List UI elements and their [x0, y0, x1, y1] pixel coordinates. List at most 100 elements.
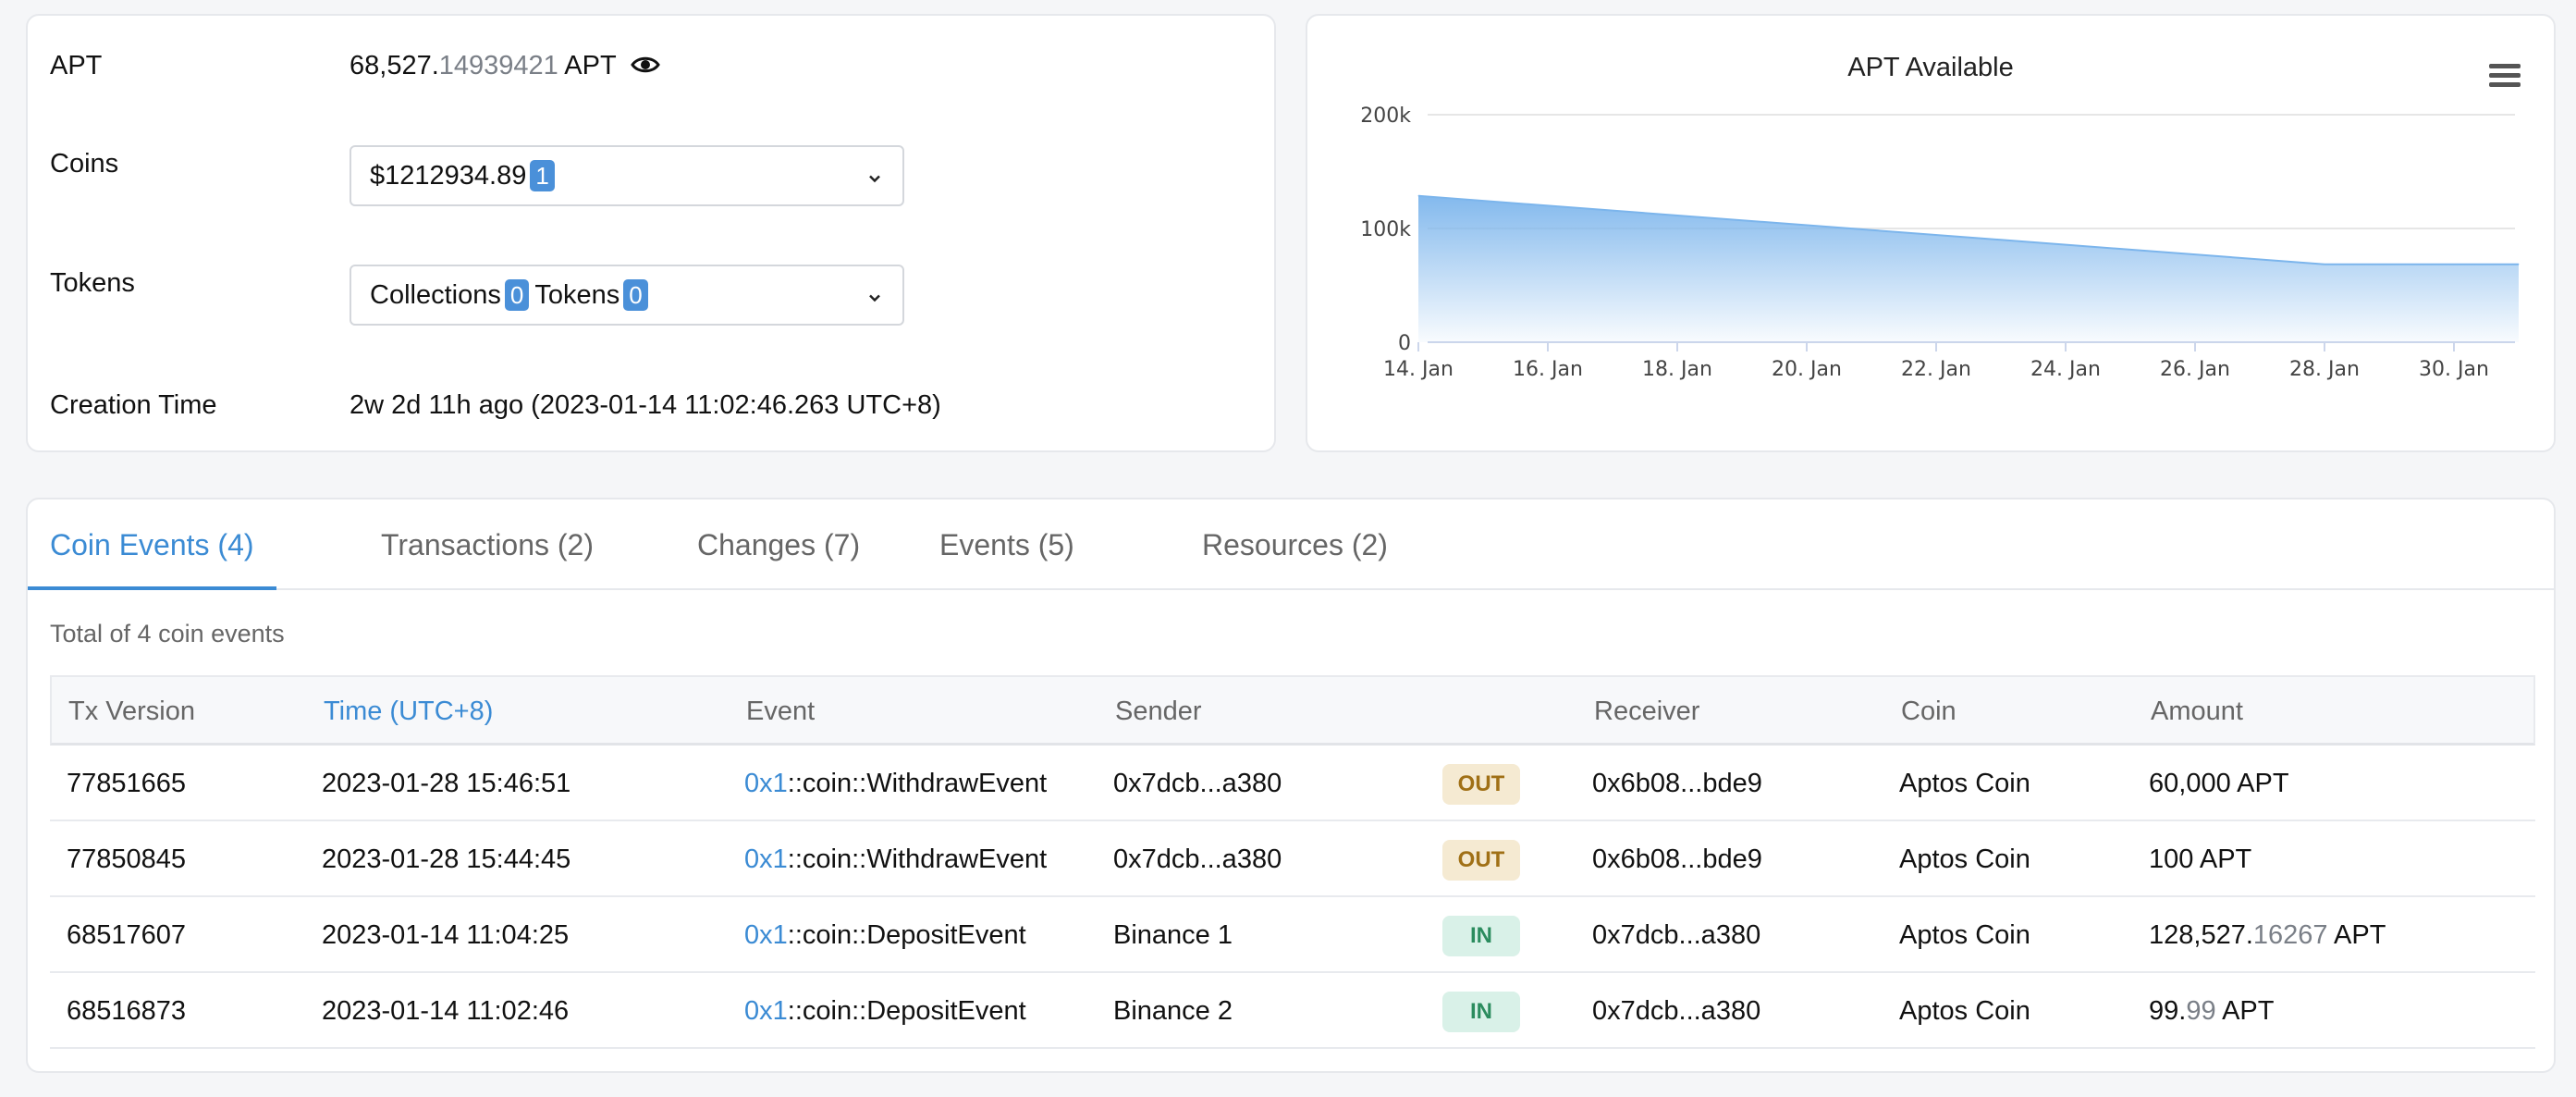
coin-link[interactable]: Aptos Coin — [1899, 769, 2030, 798]
menu-icon[interactable] — [2489, 64, 2521, 90]
events-card: Coin Events (4) Transactions (2) Changes… — [26, 498, 2556, 1073]
direction-badge: IN — [1442, 916, 1520, 956]
coin-link[interactable]: Aptos Coin — [1899, 996, 2030, 1026]
collections-label: Collections — [370, 279, 501, 310]
event-name: ::coin::WithdrawEvent — [787, 769, 1048, 798]
x-tick-label: 28. Jan — [2289, 358, 2360, 381]
tx-version-link[interactable]: 77851665 — [67, 769, 187, 798]
event-name: ::coin::WithdrawEvent — [787, 844, 1048, 874]
table-row: 77851665 2023-01-28 15:46:51 0x1::coin::… — [50, 746, 2535, 821]
amount-unit: APT — [2334, 920, 2386, 950]
sender-cell: 0x7dcb...a380 — [1113, 769, 1282, 798]
account-info-card: APT 68,527.14939421 APT Coins $1212934.8… — [26, 14, 1276, 452]
coins-label: Coins — [50, 149, 119, 179]
tokens-count-badge: 0 — [623, 279, 648, 311]
amount-cell: 60,000 APT — [2149, 746, 2289, 821]
tx-version-link[interactable]: 68516873 — [67, 996, 187, 1026]
event-address-link[interactable]: 0x1 — [744, 844, 788, 874]
amount-decimals: 99 — [2186, 996, 2216, 1026]
time-cell: 2023-01-14 11:04:25 — [322, 920, 570, 950]
collections-count-badge: 0 — [504, 279, 530, 311]
direction-badge: OUT — [1442, 764, 1520, 805]
x-tick-label: 18. Jan — [1642, 358, 1712, 381]
chevron-down-icon — [867, 161, 882, 191]
coins-select[interactable]: $1212934.89 1 — [350, 145, 904, 206]
apt-balance-decimals: 14939421 — [438, 51, 558, 80]
event-address-link[interactable]: 0x1 — [744, 996, 788, 1026]
chevron-down-icon — [867, 280, 882, 311]
table-row: 77850845 2023-01-28 15:44:45 0x1::coin::… — [50, 821, 2535, 897]
amount-int: 100 — [2149, 844, 2194, 874]
y-tick-label: 100k — [1360, 218, 1411, 241]
amount-cell: 100 APT — [2149, 821, 2251, 897]
amount-int: 60,000 — [2149, 769, 2231, 798]
event-name: ::coin::DepositEvent — [787, 920, 1026, 950]
eye-icon[interactable] — [631, 52, 661, 82]
table-row: 68517607 2023-01-14 11:04:25 0x1::coin::… — [50, 897, 2535, 973]
tx-version-link[interactable]: 68517607 — [67, 920, 187, 950]
col-sender: Sender — [1115, 696, 1202, 726]
sender-cell: 0x7dcb...a380 — [1113, 844, 1282, 874]
apt-balance-unit: APT — [564, 51, 617, 80]
receiver-cell: 0x7dcb...a380 — [1592, 996, 1761, 1026]
tx-version-link[interactable]: 77850845 — [67, 844, 187, 874]
data-point — [1417, 195, 1419, 197]
table-header: Tx Version Time (UTC+8) Event Sender Rec… — [50, 675, 2535, 746]
event-cell: 0x1::coin::DepositEvent — [744, 973, 1026, 1049]
col-receiver: Receiver — [1594, 696, 1700, 726]
amount-cell: 128,527.16267 APT — [2149, 897, 2386, 973]
apt-label: APT — [50, 51, 103, 80]
apt-balance: 68,527.14939421 APT — [350, 51, 661, 82]
direction-badge: OUT — [1442, 840, 1520, 881]
tab-resources[interactable]: Resources (2) — [1202, 528, 1388, 561]
event-cell: 0x1::coin::DepositEvent — [744, 897, 1026, 973]
x-tick-label: 22. Jan — [1901, 358, 1971, 381]
tab-bar: Coin Events (4) Transactions (2) Changes… — [28, 499, 2554, 590]
event-address-link[interactable]: 0x1 — [744, 769, 788, 798]
tab-coin-events[interactable]: Coin Events (4) — [28, 499, 276, 590]
sender-link[interactable]: Binance 2 — [1113, 996, 1233, 1026]
col-time[interactable]: Time (UTC+8) — [324, 696, 494, 726]
creation-time-label: Creation Time — [50, 390, 217, 420]
tokens-sub-label: Tokens — [534, 279, 620, 310]
col-coin: Coin — [1901, 696, 1957, 726]
apt-available-chart-card: APT Available 0 100k 200k 14. Jan 16. Jan 18.… — [1306, 14, 2556, 452]
sender-link[interactable]: Binance 1 — [1113, 920, 1233, 950]
area-chart: 0 100k 200k 14. Jan 16. Jan 18. Jan 20. Jan 22.… — [1360, 105, 2520, 381]
event-name: ::coin::DepositEvent — [787, 996, 1026, 1026]
coin-link[interactable]: Aptos Coin — [1899, 844, 2030, 874]
tab-events[interactable]: Events (5) — [939, 528, 1074, 561]
apt-balance-int: 68,527. — [350, 51, 439, 80]
time-cell: 2023-01-28 15:44:45 — [322, 844, 571, 874]
amount-int: 128,527. — [2149, 920, 2253, 950]
time-cell: 2023-01-28 15:46:51 — [322, 769, 571, 798]
col-amount: Amount — [2151, 696, 2243, 726]
receiver-link[interactable]: 0x6b08...bde9 — [1592, 769, 1762, 798]
direction-badge: IN — [1442, 992, 1520, 1032]
x-tick-label: 14. Jan — [1383, 358, 1454, 381]
tab-transactions[interactable]: Transactions (2) — [381, 528, 594, 561]
col-tx-version: Tx Version — [68, 696, 195, 726]
x-tick-label: 24. Jan — [2030, 358, 2101, 381]
amount-cell: 99.99 APT — [2149, 973, 2274, 1049]
coins-value: $1212934.89 — [370, 160, 527, 191]
event-cell: 0x1::coin::WithdrawEvent — [744, 821, 1047, 897]
tokens-label: Tokens — [50, 268, 135, 298]
event-address-link[interactable]: 0x1 — [744, 920, 788, 950]
coin-link[interactable]: Aptos Coin — [1899, 920, 2030, 950]
table-row: 68516873 2023-01-14 11:02:46 0x1::coin::… — [50, 973, 2535, 1049]
x-tick-label: 30. Jan — [2419, 358, 2489, 381]
area-fill — [1418, 195, 2519, 342]
coins-count-badge: 1 — [530, 160, 555, 191]
amount-unit: APT — [2237, 769, 2289, 798]
coin-events-table: Tx Version Time (UTC+8) Event Sender Rec… — [50, 675, 2535, 1049]
y-tick-label: 200k — [1360, 105, 1411, 128]
amount-decimals: 16267 — [2252, 920, 2328, 950]
y-tick-label: 0 — [1398, 332, 1411, 355]
receiver-link[interactable]: 0x6b08...bde9 — [1592, 844, 1762, 874]
tokens-select[interactable]: Collections 0 Tokens 0 — [350, 265, 904, 326]
amount-unit: APT — [2199, 844, 2252, 874]
x-tick-label: 20. Jan — [1772, 358, 1842, 381]
total-coin-events: Total of 4 coin events — [50, 620, 285, 647]
tab-changes[interactable]: Changes (7) — [697, 528, 861, 561]
